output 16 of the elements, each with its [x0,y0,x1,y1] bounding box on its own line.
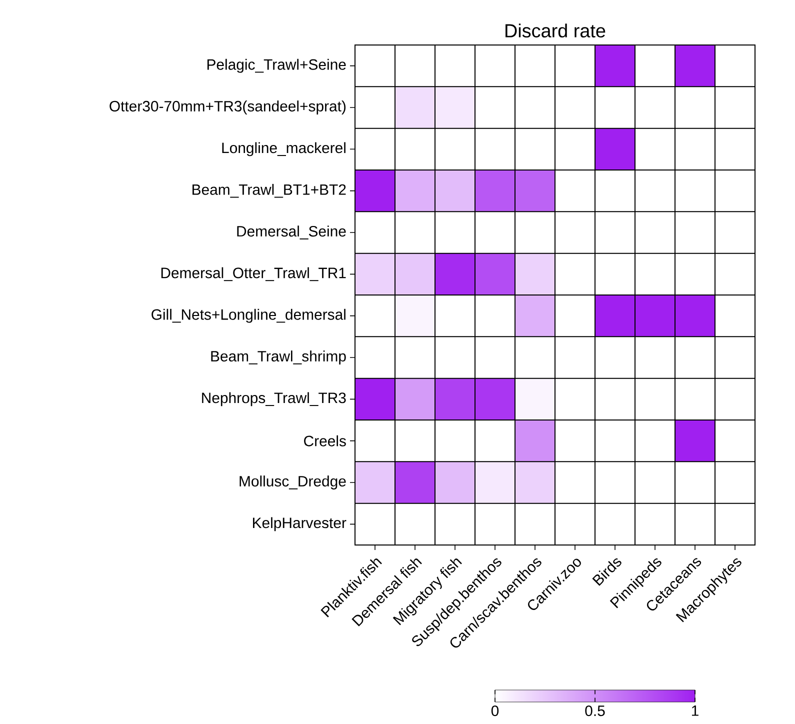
y-tick-label: Longline_mackerel [222,142,346,156]
y-tick-label: Demersal_Otter_Trawl_TR1 [161,267,346,282]
y-tick-label: Beam_Trawl_shrimp [211,350,346,364]
y-tick-label: Creels [304,435,346,446]
y-tick-label: Mollusc_Dredge [240,476,346,490]
y-tick-label: Otter30-70mm+TR3(sandeel+sprat) [110,100,346,114]
y-tick-label: Demersal_Seine [237,226,346,240]
color-bar-label: 1 [692,706,698,716]
chart-title: Discard rate [506,24,606,38]
color-bar-label: 0 [491,706,499,716]
y-tick-label: Gill_Nets+Longline_demersal [152,308,346,323]
color-bar-label: 0.5 [585,706,605,716]
y-tick-label: KelpHarvester [253,517,346,532]
y-tick-label: Pelagic_Trawl+Seine [207,58,346,73]
y-tick-label: Nephrops_Trawl_TR3 [202,392,346,406]
y-tick-label: Beam_Trawl_BT1+BT2 [192,184,346,198]
